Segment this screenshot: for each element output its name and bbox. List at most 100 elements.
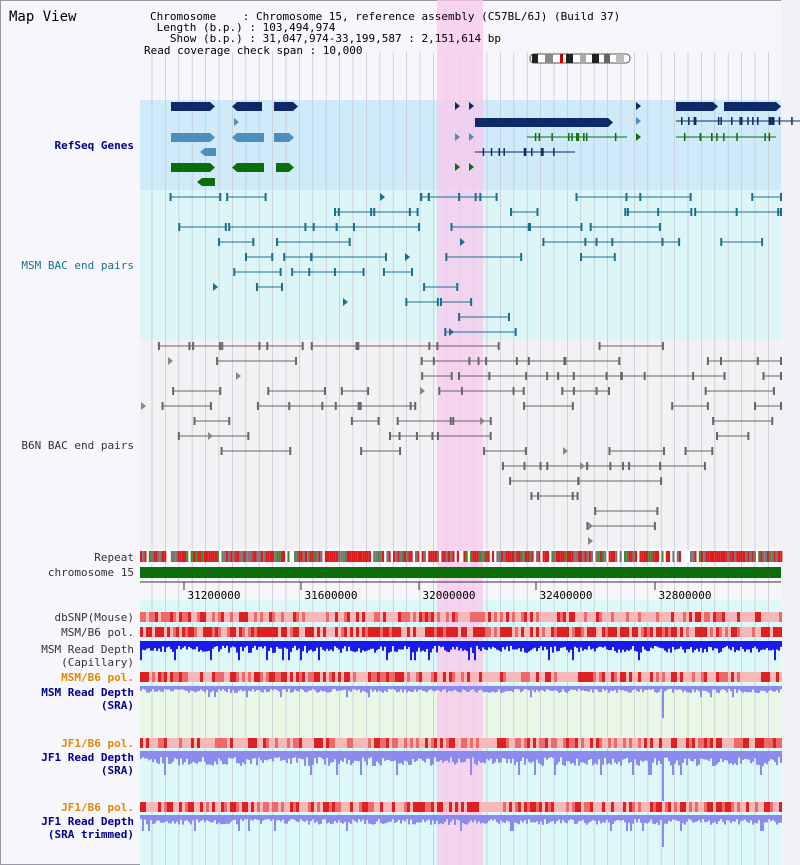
depth-bar bbox=[234, 815, 236, 820]
track-label-dbsnp[interactable]: dbSNP(Mouse) bbox=[54, 611, 134, 624]
heat-cell bbox=[668, 612, 671, 622]
msm-bac-pair-end bbox=[445, 253, 448, 261]
depth-bar bbox=[288, 686, 290, 689]
depth-bar bbox=[206, 686, 208, 690]
depth-bar bbox=[448, 641, 450, 653]
depth-bar bbox=[270, 751, 272, 759]
gene-exon bbox=[717, 117, 720, 125]
depth-bar bbox=[612, 641, 614, 648]
track-label-msm-depth-capillary[interactable]: MSM Read Depth (Capillary) bbox=[41, 643, 134, 669]
depth-bar bbox=[360, 751, 362, 775]
heat-cell bbox=[518, 802, 521, 812]
repeat-element bbox=[346, 551, 349, 562]
msm-bac-pair-end bbox=[678, 238, 681, 246]
repeat-element bbox=[698, 551, 701, 562]
heat-cell bbox=[143, 672, 146, 682]
heat-cell bbox=[488, 672, 491, 682]
depth-bar bbox=[604, 751, 606, 758]
repeat-element bbox=[448, 551, 451, 562]
b6n-bac-pair bbox=[598, 342, 664, 350]
track-label-jf1-depth-sra[interactable]: JF1 Read Depth (SRA) bbox=[41, 751, 134, 777]
heat-cell bbox=[224, 612, 227, 622]
depth-bar bbox=[718, 641, 720, 653]
depth-bar bbox=[654, 751, 656, 759]
heat-cell bbox=[752, 612, 755, 622]
msm-bac-pair bbox=[218, 238, 255, 246]
repeat-element bbox=[146, 551, 149, 562]
depth-bar bbox=[586, 686, 588, 692]
heat-cell bbox=[164, 612, 167, 622]
track-label-refseq-genes[interactable]: RefSeq Genes bbox=[54, 139, 134, 152]
heat-cell bbox=[410, 627, 413, 637]
repeat-element bbox=[177, 551, 180, 562]
gene-marker bbox=[469, 102, 474, 110]
depth-bar bbox=[556, 641, 558, 652]
b6n-bac-pair-end bbox=[220, 447, 223, 455]
heat-cell bbox=[494, 672, 497, 682]
repeat-track bbox=[140, 551, 783, 562]
depth-bar bbox=[400, 641, 402, 650]
track-label-jf1-depth-trimmed[interactable]: JF1 Read Depth (SRA trimmed) bbox=[41, 815, 134, 841]
heat-cell bbox=[719, 672, 722, 682]
track-label-msm-depth-sra[interactable]: MSM Read Depth (SRA) bbox=[41, 686, 134, 712]
heat-cell bbox=[503, 627, 506, 637]
depth-bar bbox=[772, 751, 774, 760]
depth-bar bbox=[766, 815, 768, 823]
heat-cell bbox=[359, 672, 362, 682]
depth-bar bbox=[366, 815, 368, 821]
heat-cell bbox=[653, 612, 656, 622]
depth-bar bbox=[318, 686, 320, 693]
depth-bar bbox=[160, 815, 162, 823]
depth-bar bbox=[438, 751, 440, 762]
heat-cell bbox=[251, 612, 254, 622]
depth-bar bbox=[530, 815, 532, 823]
depth-bar bbox=[686, 815, 688, 822]
refseq-gene-feature bbox=[171, 133, 215, 142]
depth-bar bbox=[322, 641, 324, 650]
depth-bar bbox=[300, 686, 302, 689]
track-label-jf1-b6-pol[interactable]: JF1/B6 pol. bbox=[61, 737, 134, 750]
heat-cell bbox=[677, 802, 680, 812]
depth-bar bbox=[578, 751, 580, 766]
track-label-jf1-b6-pol-2[interactable]: JF1/B6 pol. bbox=[61, 801, 134, 814]
repeat-element bbox=[635, 551, 638, 562]
repeat-element bbox=[364, 551, 367, 562]
gene-exon bbox=[498, 148, 501, 156]
depth-bar bbox=[708, 815, 710, 821]
depth-bar bbox=[200, 641, 202, 650]
heat-cell bbox=[356, 627, 359, 637]
heat-cell bbox=[269, 627, 272, 637]
track-label-b6n-bac[interactable]: B6N BAC end pairs bbox=[21, 439, 134, 452]
depth-bar bbox=[574, 815, 576, 824]
track-label-msm-bac[interactable]: MSM BAC end pairs bbox=[21, 259, 134, 272]
depth-bar bbox=[306, 751, 308, 758]
depth-bar bbox=[630, 751, 632, 763]
b6n-bac-pair bbox=[438, 387, 525, 395]
depth-bar bbox=[202, 641, 204, 652]
axis-tick-label: 32800000 bbox=[659, 589, 712, 602]
heat-cell bbox=[185, 802, 188, 812]
depth-bar bbox=[150, 641, 152, 651]
heat-cell bbox=[734, 672, 737, 682]
heat-cell bbox=[566, 738, 569, 748]
depth-bar bbox=[414, 815, 416, 825]
depth-bar bbox=[692, 641, 694, 653]
depth-bar bbox=[164, 815, 166, 822]
heat-cell bbox=[158, 672, 161, 682]
depth-bar bbox=[354, 815, 356, 822]
heat-cell bbox=[197, 738, 200, 748]
repeat-element bbox=[254, 551, 257, 562]
repeat-element bbox=[305, 551, 308, 562]
depth-bar bbox=[264, 815, 266, 820]
track-label-msm-b6-pol[interactable]: MSM/B6 pol. bbox=[61, 626, 134, 639]
heat-cell bbox=[509, 612, 512, 622]
heat-cell bbox=[485, 738, 488, 748]
depth-bar bbox=[274, 686, 276, 690]
heat-cell bbox=[476, 627, 479, 637]
track-label-msm-b6-pol-2[interactable]: MSM/B6 pol. bbox=[61, 671, 134, 684]
heat-cell bbox=[593, 672, 596, 682]
depth-bar bbox=[662, 815, 664, 847]
depth-bar bbox=[594, 686, 596, 690]
heat-cell bbox=[371, 672, 374, 682]
